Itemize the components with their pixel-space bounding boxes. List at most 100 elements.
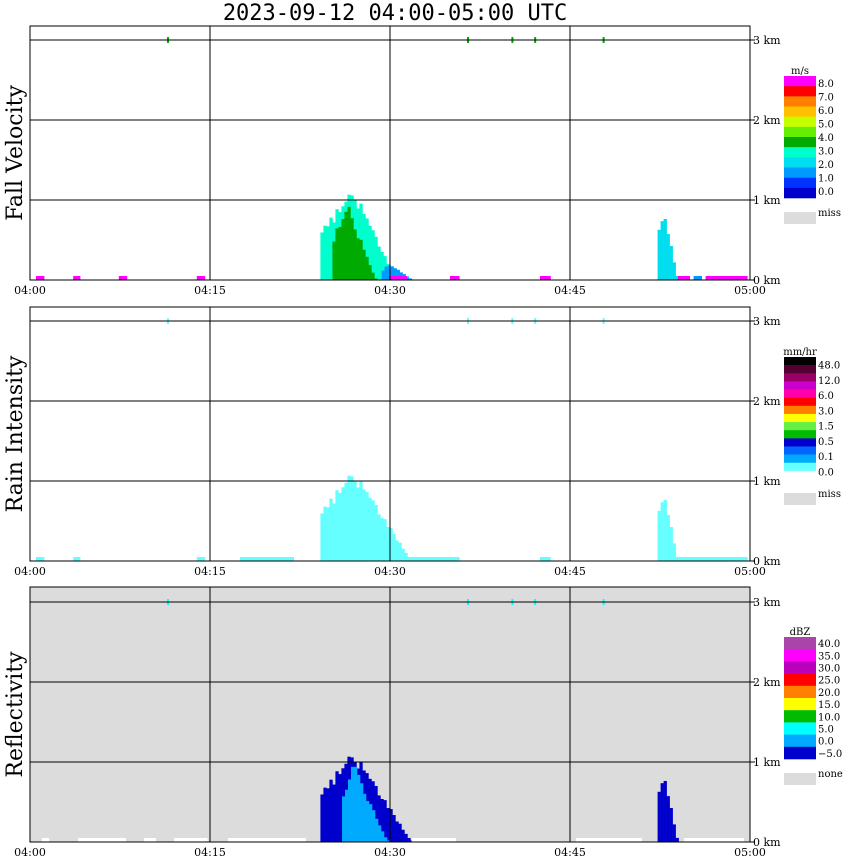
colorbar-swatch (784, 147, 816, 158)
colorbar-swatch (784, 710, 816, 723)
precip-cell (354, 766, 358, 842)
colorbar-swatch (784, 373, 816, 382)
y-tick-label: 3 km (753, 34, 781, 47)
panel-1: 0 km 1 km 2 km 3 km 04:00 04:15 04:30 04:45 05:0… (3, 306, 841, 578)
precip-cell (392, 534, 396, 561)
surface-echo (196, 557, 206, 561)
precip-cell (666, 234, 670, 280)
precip-cell (669, 246, 673, 280)
colorbar-label: 0.0 (818, 467, 834, 478)
precip-cell (362, 214, 366, 280)
surface-echo (390, 276, 407, 280)
precip-cell (386, 808, 390, 842)
colorbar-label: 1.5 (818, 422, 834, 433)
precip-cell (320, 513, 324, 561)
y-tick-label: 1 km (753, 475, 781, 488)
colorbar-unit: m/s (791, 66, 809, 77)
precip-cell (350, 476, 354, 561)
surface-echo (78, 838, 126, 842)
x-tick-label: 04:30 (374, 565, 406, 578)
colorbar-swatch (784, 746, 816, 760)
colorbar-swatch (784, 462, 816, 472)
x-tick-label: 04:45 (554, 565, 586, 578)
colorbar-swatch (784, 422, 816, 431)
precip-cell (371, 500, 375, 561)
precip-cell (405, 276, 409, 280)
surface-echo (540, 276, 551, 280)
y-axis-label: Rain Intensity (3, 355, 28, 512)
precip-cell (389, 528, 393, 561)
colorbar-label: 25.0 (818, 676, 840, 687)
x-tick-label: 05:00 (734, 846, 766, 859)
precip-cell (383, 519, 387, 561)
precip-cell (384, 837, 388, 842)
colorbar-label: 5.0 (818, 725, 834, 736)
colorbar-missing-swatch (784, 493, 816, 505)
precip-cell (344, 482, 348, 561)
colorbar-label: 6.0 (818, 106, 834, 117)
precip-cell (347, 475, 351, 561)
colorbar-swatch (784, 137, 816, 148)
surface-echo (144, 838, 156, 842)
precip-cell (320, 794, 324, 842)
precip-cell (672, 543, 676, 561)
precip-cell (672, 262, 676, 280)
colorbar-missing-label: none (818, 769, 843, 780)
precip-cell (380, 252, 384, 280)
precip-cell (663, 218, 667, 280)
precip-cell (369, 804, 373, 842)
colorbar-label: 1.0 (818, 174, 834, 185)
x-tick-label: 05:00 (734, 284, 766, 297)
precip-cell (396, 269, 400, 280)
precip-cell (378, 825, 382, 842)
precip-cell (359, 480, 363, 561)
colorbar-swatch (784, 698, 816, 711)
surface-echo (240, 557, 294, 561)
colorbar-label: 10.0 (818, 712, 840, 723)
precip-cell (666, 796, 670, 842)
colorbar-swatch (784, 177, 816, 189)
precip-cell (377, 795, 381, 842)
x-tick-label: 04:00 (14, 565, 46, 578)
colorbar-swatch (784, 405, 816, 415)
precip-cell (357, 774, 361, 842)
precip-cell (344, 211, 348, 280)
x-tick-label: 04:15 (194, 565, 226, 578)
colorbar-missing-swatch (784, 212, 816, 224)
y-tick-label: 0 km (753, 555, 781, 568)
surface-echo (450, 276, 460, 280)
precip-cell (332, 784, 336, 842)
x-tick-label: 04:15 (194, 284, 226, 297)
precip-cell (657, 791, 661, 842)
precip-cell (356, 487, 360, 561)
surface-echo (73, 557, 81, 561)
precip-cell (374, 785, 378, 842)
precip-cell (657, 229, 661, 280)
colorbar-label: 0.5 (818, 437, 834, 448)
precip-cell (356, 238, 360, 280)
surface-echo (705, 276, 748, 280)
precip-cell (669, 808, 673, 842)
precip-cell (395, 821, 399, 842)
precip-cell (365, 492, 369, 561)
surface-echo (196, 276, 206, 280)
y-tick-label: 3 km (753, 596, 781, 609)
precip-cell (401, 829, 405, 842)
precip-cell (666, 515, 670, 561)
colorbar-swatch (784, 106, 816, 117)
panel-0: 0 km 1 km 2 km 3 km 04:00 04:15 04:30 04:45 05:0… (3, 25, 841, 297)
colorbar-swatch (784, 430, 816, 439)
colorbar-swatch (784, 357, 816, 366)
colorbar-swatch (784, 76, 816, 87)
precip-cell (362, 489, 366, 561)
precip-cell (342, 796, 346, 842)
precip-cell (401, 548, 405, 561)
precip-cell (663, 780, 667, 842)
precip-cell (393, 268, 397, 280)
precip-region-1 (342, 766, 391, 842)
colorbar-label: 40.0 (818, 639, 840, 650)
precip-cell (371, 272, 375, 280)
precip-cell (663, 499, 667, 561)
colorbar-label: 35.0 (818, 651, 840, 662)
